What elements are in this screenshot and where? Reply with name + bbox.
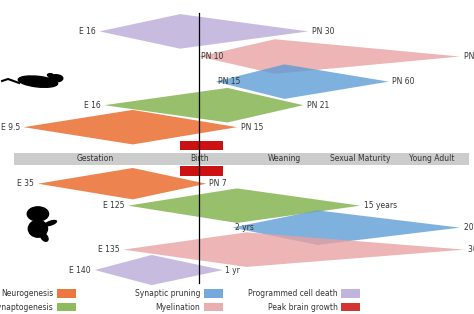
Text: 1 yr: 1 yr [225, 266, 240, 274]
Bar [341, 289, 360, 298]
Ellipse shape [45, 220, 56, 226]
Text: Synaptogenesis: Synaptogenesis [0, 303, 53, 311]
Bar [204, 303, 223, 311]
Text: E 9.5: E 9.5 [0, 123, 20, 132]
Text: 15 years: 15 years [364, 201, 397, 210]
Bar [57, 303, 76, 311]
Text: PN 60: PN 60 [392, 77, 415, 86]
Bar [180, 141, 223, 150]
Text: PN 15: PN 15 [241, 123, 263, 132]
Bar [180, 166, 223, 176]
Text: 20 yrs: 20 yrs [464, 223, 474, 232]
Ellipse shape [28, 220, 47, 237]
Text: 2 yrs: 2 yrs [235, 223, 254, 232]
Text: Peak brain growth: Peak brain growth [268, 303, 337, 311]
Text: Weaning: Weaning [268, 154, 301, 163]
Text: PN 7: PN 7 [209, 179, 226, 188]
Ellipse shape [47, 73, 53, 77]
Polygon shape [232, 210, 460, 245]
Text: Gestation: Gestation [76, 154, 113, 163]
Ellipse shape [41, 233, 48, 241]
Polygon shape [38, 168, 206, 199]
Polygon shape [199, 39, 460, 74]
Polygon shape [95, 255, 223, 285]
Text: E 35: E 35 [17, 179, 34, 188]
Text: E 135: E 135 [98, 245, 119, 254]
Polygon shape [123, 232, 465, 267]
Ellipse shape [18, 76, 57, 87]
Polygon shape [104, 88, 303, 122]
Bar [14, 153, 469, 165]
Text: Birth: Birth [190, 154, 209, 163]
Text: PN 15: PN 15 [218, 77, 240, 86]
Bar [57, 289, 76, 298]
Text: E 125: E 125 [103, 201, 124, 210]
Polygon shape [128, 188, 360, 223]
Bar [204, 289, 223, 298]
Text: Young Adult: Young Adult [409, 154, 454, 163]
Text: Programmed cell death: Programmed cell death [248, 289, 337, 298]
Text: Synaptic pruning: Synaptic pruning [135, 289, 200, 298]
Bar [341, 303, 360, 311]
Text: 30 yrs: 30 yrs [468, 245, 474, 254]
Text: PN 90: PN 90 [464, 52, 474, 61]
Circle shape [27, 207, 49, 221]
Ellipse shape [49, 75, 63, 82]
Polygon shape [24, 110, 237, 144]
Polygon shape [100, 14, 308, 49]
Polygon shape [216, 64, 389, 99]
Text: E 140: E 140 [69, 266, 91, 274]
Text: Myelination: Myelination [155, 303, 200, 311]
Text: PN 10: PN 10 [201, 52, 224, 61]
Text: Sexual Maturity: Sexual Maturity [330, 154, 391, 163]
Text: E 16: E 16 [79, 27, 96, 36]
Text: PN 30: PN 30 [312, 27, 334, 36]
Text: E 16: E 16 [84, 101, 100, 110]
Text: Neurogenesis: Neurogenesis [1, 289, 53, 298]
Text: PN 21: PN 21 [307, 101, 329, 110]
